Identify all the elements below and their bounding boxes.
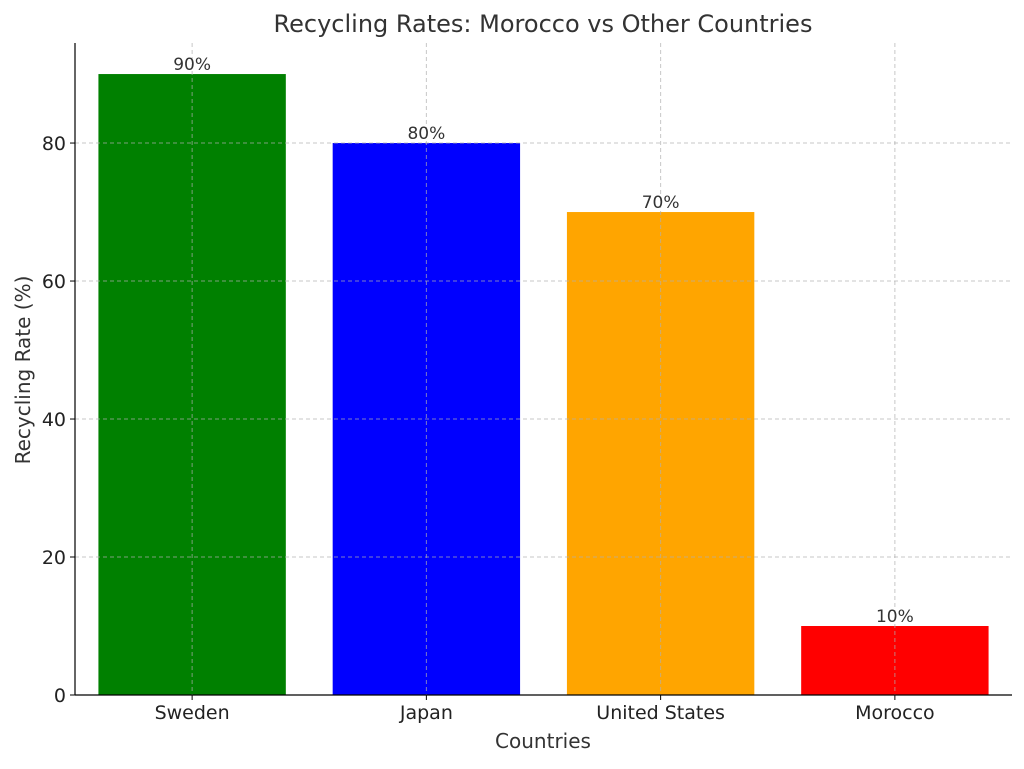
x-tick-label: Japan	[399, 702, 453, 724]
chart-title: Recycling Rates: Morocco vs Other Countr…	[274, 10, 813, 38]
x-tick-label: Sweden	[155, 702, 230, 724]
data-label: 70%	[642, 193, 680, 213]
y-tick-label: 40	[42, 409, 66, 431]
y-axis-label: Recycling Rate (%)	[11, 276, 35, 465]
x-tick-label: Morocco	[855, 702, 935, 724]
y-tick-label: 20	[42, 547, 66, 569]
data-label: 80%	[407, 124, 445, 144]
x-axis-label: Countries	[495, 729, 591, 753]
bar-layer	[98, 74, 989, 696]
y-tick-label: 80	[42, 133, 66, 155]
axis-layer: 0 20 40 60 80 Sweden Japan United States Morocco	[42, 43, 1012, 724]
y-tick-label: 60	[42, 271, 66, 293]
bar-sweden	[98, 74, 286, 696]
data-label: 10%	[876, 607, 914, 627]
data-label-layer: 90% 80% 70% 10%	[173, 55, 914, 627]
x-tick-label: United States	[596, 702, 725, 724]
data-label: 90%	[173, 55, 211, 75]
bar-united-states	[566, 212, 755, 695]
grid-layer	[75, 43, 1012, 696]
y-tick-label: 0	[54, 685, 66, 707]
